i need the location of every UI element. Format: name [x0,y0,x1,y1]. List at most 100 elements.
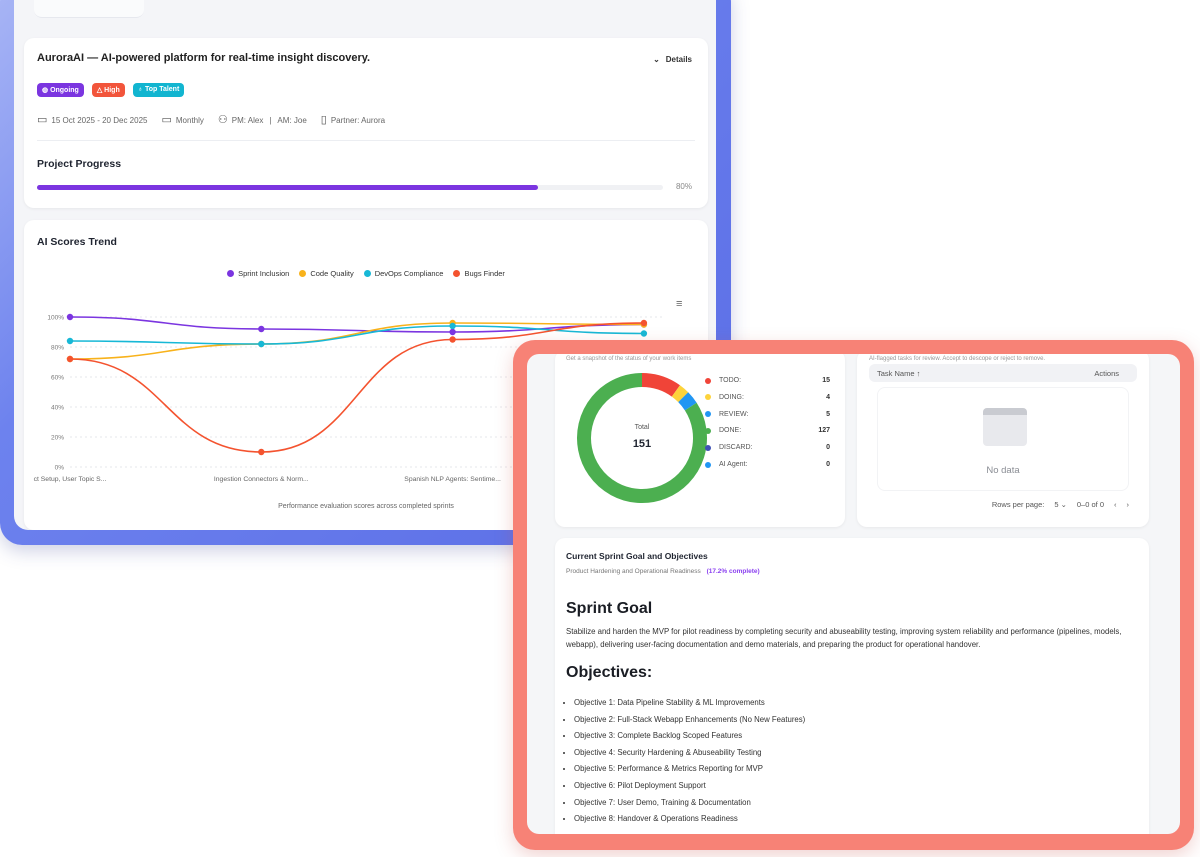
empty-state: No data [877,387,1129,491]
x-tick-label: Spanish NLP Agents: Sentime... [404,476,501,483]
legend-dot [705,394,711,401]
next-page-button[interactable]: › [1126,500,1130,509]
flagged-subtitle: AI-flagged tasks for review. Accept to d… [869,356,1046,362]
task-name-column[interactable]: Task Name ↑ [877,369,921,378]
y-tick-label: 0% [55,465,65,472]
progress-fill [37,185,538,190]
y-tick-label: 20% [51,435,64,442]
rows-per-page-select[interactable]: 5 ⌄ [1054,500,1067,509]
y-tick-label: 40% [51,405,64,412]
objective-item: Objective 8: Handover & Operations Readi… [574,814,805,831]
legend-dot [705,411,711,418]
legend-marker [363,270,371,277]
legend-dot [705,427,711,434]
chart-title: AI Scores Trend [37,236,117,248]
legend-marker [227,270,235,277]
status-donut [577,373,707,503]
data-point [449,336,456,343]
objective-item: Objective 2: Full-Stack Webapp Enhanceme… [574,715,805,732]
objective-item: Objective 6: Pilot Deployment Support [574,781,805,798]
sprint-name: Product Hardening and Operational Readin… [566,568,701,575]
chart-menu-icon[interactable]: ≡ [676,298,683,310]
data-point [449,322,456,330]
objective-item: Objective 3: Complete Backlog Scoped Fea… [574,731,805,748]
objectives-heading: Objectives: [566,664,653,681]
card-icon: ▭ [161,114,172,126]
status-legend-item: DOING: 4 [705,394,830,401]
legend-item[interactable]: DevOps Compliance [363,269,443,278]
legend-item[interactable]: Sprint Inclusion [227,269,289,278]
sprint-card-title: Current Sprint Goal and Objectives [566,551,708,561]
status-legend-item: TODO: 15 [705,377,830,384]
series-line [69,322,644,453]
previous-card [34,0,144,18]
data-point [640,319,648,327]
objective-item: Objective 4: Security Hardening & Abusea… [574,748,805,765]
partner: Partner: Aurora [330,116,386,125]
users-icon: ⚇ [217,114,228,126]
legend-marker [299,270,307,277]
donut-slice[interactable] [641,373,680,397]
total-label: Total [634,424,650,431]
legend-dot [705,461,711,468]
donut-slice[interactable] [678,392,697,411]
project-card: AuroraAI — AI-powered platform for real-… [24,38,708,208]
status-subtitle: Get a snapshot of the status of your wor… [566,356,692,362]
calendar-icon: ▭ [37,114,48,126]
objective-item: Objective 7: User Demo, Training & Docum… [574,798,805,815]
ongoing-icon: ◍ [42,87,51,94]
no-data-text: No data [986,465,1020,476]
legend-item[interactable]: Code Quality [299,269,354,278]
divider [37,140,695,141]
sprint-goal-text: Stabilize and harden the MVP for pilot r… [566,627,1122,649]
priority-badge: △ High [91,83,125,97]
y-tick-label: 80% [51,345,64,352]
data-point [449,328,456,336]
legend-item[interactable]: Bugs Finder [453,269,505,278]
am: AM: Joe [277,116,307,125]
status-badge: ◍ Ongoing [37,83,84,97]
data-point [66,355,74,363]
series-line [69,316,644,333]
y-tick-label: 60% [51,375,64,382]
data-point [66,337,74,345]
legend-marker [453,270,461,277]
total-value: 151 [632,438,652,450]
data-point [258,448,265,456]
sprint-goal-heading: Sprint Goal [566,600,653,617]
project-panel: AuroraAI — AI-powered platform for real-… [0,0,731,545]
status-legend-item: REVIEW: 5 [705,411,830,418]
empty-window-icon [983,408,1027,446]
progress-percent: 80% [675,182,692,191]
legend-dot [705,444,711,451]
x-tick-label: Ingestion Connectors & Norm... [214,476,309,483]
legend-dot [705,377,711,384]
status-card: Get a snapshot of the status of your wor… [555,354,845,527]
y-tick-label: 100% [47,315,64,322]
progress-bar [37,185,663,190]
project-title: AuroraAI — AI-powered platform for real-… [37,52,371,64]
pm: PM: Alex [231,116,264,125]
series-line [69,325,644,345]
award-icon: ♁ [137,86,145,93]
donut-slice[interactable] [577,373,707,503]
sprint-goal-card: Current Sprint Goal and Objectives Produ… [555,538,1149,834]
flagged-tasks-card: AI-flagged tasks for review. Accept to d… [857,354,1149,527]
chart-legend: Sprint Inclusion Code Quality DevOps Compl… [24,269,708,278]
chart-subtitle: Performance evaluation scores across com… [278,503,454,510]
status-legend-item: AI Agent: 0 [705,461,830,468]
prev-page-button[interactable]: ‹ [1114,500,1117,509]
page-range: 0–0 of 0 [1076,500,1104,509]
sprint-complete: (17.2% complete) [706,568,760,575]
objective-item: Objective 5: Performance & Metrics Repor… [574,764,805,781]
data-point [258,325,265,333]
sprint-panel: Get a snapshot of the status of your wor… [513,340,1194,850]
donut-slice[interactable] [671,385,689,403]
project-dates: 15 Oct 2025 - 20 Dec 2025 [51,116,148,125]
table-header: Task Name ↑ Actions [869,364,1137,382]
series-line [69,322,644,360]
actions-column: Actions [1094,369,1119,378]
details-toggle[interactable]: ⌄ Details [653,55,692,64]
chevron-down-icon: ⌄ [653,55,660,64]
x-tick-label: ct Setup, User Topic S... [34,476,107,483]
